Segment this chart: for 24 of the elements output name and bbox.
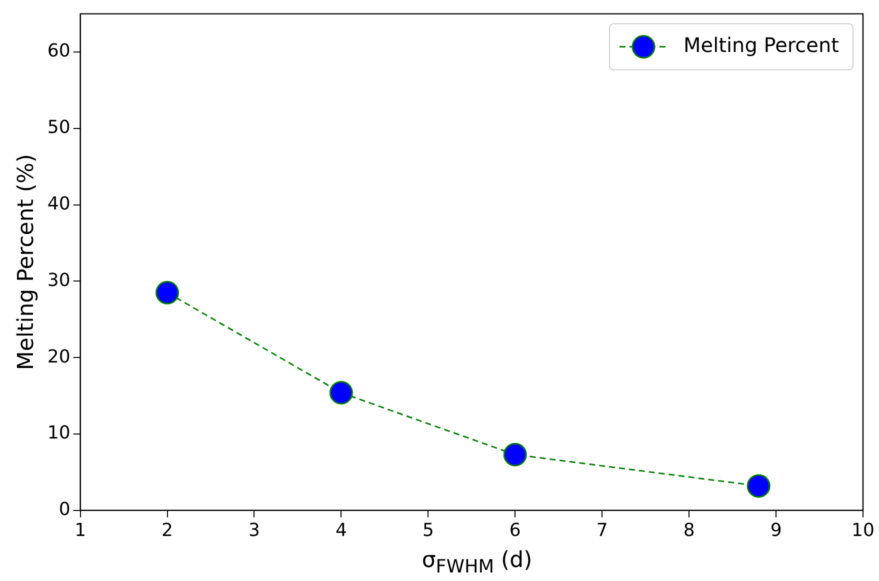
legend-label: Melting Percent [684,33,840,58]
y-tick-label: 20 [47,346,70,368]
y-tick-label: 50 [47,117,70,138]
point [746,474,770,498]
x-tick-label: 7 [596,520,608,541]
point [329,380,353,404]
y-tick-label: 0 [58,499,70,520]
point [503,442,527,466]
x-tick-label: 2 [162,520,173,541]
x-axis-title: σ$_{FWHM}$ (d) [420,548,534,578]
point [156,280,180,304]
y-axis-title: Melting Percent (%) [14,154,39,370]
y-tick-label: 40 [47,193,70,214]
x-tick-label: 9 [770,520,782,541]
x-tick-label: 6 [509,520,521,541]
x-tick-label: 10 [852,520,874,541]
y-tick-label: 30 [47,270,70,291]
x-tick-label: 8 [683,520,695,541]
x-tick-label: 4 [335,520,347,541]
x-tick-label: 1 [74,520,86,541]
y-tick-label: 60 [47,40,70,62]
y-tick-label: 10 [47,422,70,444]
x-tick-label: 3 [248,520,260,541]
x-tick-label: 5 [422,520,434,541]
